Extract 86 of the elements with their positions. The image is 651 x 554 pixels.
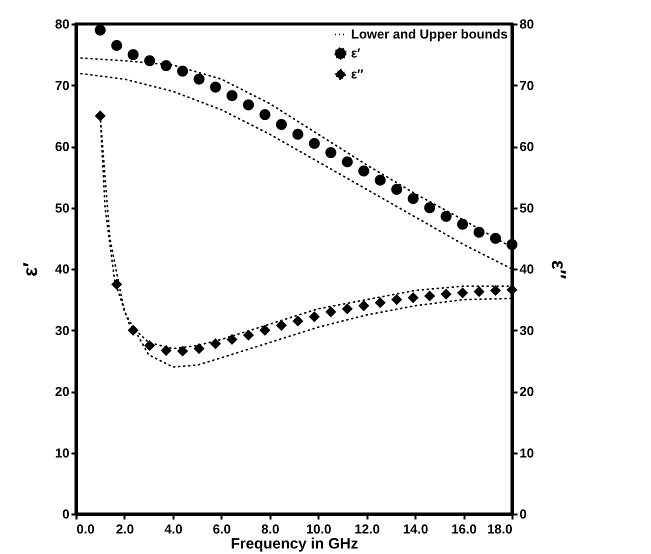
point bbox=[259, 324, 270, 336]
y2-tick-label: 80 bbox=[520, 16, 534, 32]
point bbox=[342, 156, 353, 168]
point bbox=[259, 109, 270, 120]
x-tick-label: 0.0 bbox=[76, 522, 95, 536]
point bbox=[177, 66, 188, 77]
x-tick-label: 12.0 bbox=[354, 522, 380, 536]
point bbox=[160, 60, 172, 72]
point bbox=[391, 294, 402, 306]
y-tick-label: 50 bbox=[55, 200, 70, 216]
point bbox=[457, 287, 468, 298]
point bbox=[457, 218, 468, 230]
point bbox=[194, 343, 205, 354]
x-tick-label: 2.0 bbox=[116, 522, 134, 536]
x-tick-label: 6.0 bbox=[212, 522, 231, 536]
y2-tick-label: 70 bbox=[520, 78, 534, 93]
y2-tick-label: 30 bbox=[520, 322, 534, 338]
y-tick-label: 20 bbox=[55, 384, 70, 399]
point bbox=[276, 118, 287, 130]
point bbox=[276, 320, 287, 331]
y-tick-label: 70 bbox=[55, 78, 70, 93]
point bbox=[226, 334, 238, 345]
legend-label: ε″ bbox=[351, 66, 364, 82]
point bbox=[94, 24, 106, 36]
y-tick-label: 40 bbox=[55, 262, 70, 276]
point bbox=[408, 292, 419, 304]
x-tick-label: 16.0 bbox=[451, 522, 477, 536]
point bbox=[374, 174, 386, 186]
y2-tick-label: 10 bbox=[520, 445, 534, 460]
x-tick-label: 8.0 bbox=[261, 522, 280, 536]
x-tick-label: 4.0 bbox=[164, 522, 182, 536]
point bbox=[128, 324, 139, 336]
point bbox=[440, 288, 452, 300]
point bbox=[490, 284, 502, 296]
point bbox=[144, 55, 156, 66]
point bbox=[325, 306, 336, 318]
point bbox=[440, 210, 452, 222]
point bbox=[408, 193, 419, 204]
point bbox=[177, 346, 188, 357]
point bbox=[325, 147, 336, 158]
x-tick-label: 18.0 bbox=[487, 522, 512, 536]
point bbox=[358, 300, 370, 312]
y-tick-label: 10 bbox=[55, 445, 70, 460]
x-axis-title: Frequency in GHz bbox=[230, 536, 358, 552]
point bbox=[111, 40, 122, 51]
point bbox=[506, 284, 518, 296]
point bbox=[292, 316, 304, 327]
point bbox=[128, 49, 139, 60]
y-tick-label: 60 bbox=[55, 139, 70, 154]
point bbox=[94, 110, 106, 122]
point bbox=[391, 184, 402, 195]
point bbox=[242, 99, 254, 110]
point bbox=[342, 303, 353, 314]
point bbox=[160, 344, 172, 356]
y-tick-label: 80 bbox=[55, 16, 70, 32]
point bbox=[111, 278, 122, 290]
point bbox=[308, 311, 320, 322]
y-tick-label: 0 bbox=[62, 506, 70, 522]
x-tick-label: 14.0 bbox=[402, 522, 428, 536]
point bbox=[144, 340, 156, 352]
point bbox=[292, 128, 304, 140]
y2-tick-label: 20 bbox=[520, 384, 534, 399]
point bbox=[358, 166, 370, 176]
y2-tick-label: 60 bbox=[520, 139, 534, 154]
point bbox=[210, 82, 221, 93]
point bbox=[210, 338, 221, 350]
y2-tick-label: 50 bbox=[520, 200, 534, 216]
point bbox=[424, 290, 436, 302]
legend-label: Lower and Upper bounds bbox=[351, 26, 508, 42]
y2-tick-label: 0 bbox=[520, 506, 527, 522]
point bbox=[474, 226, 485, 238]
legend-label: ε′ bbox=[351, 46, 360, 60]
point bbox=[308, 138, 320, 149]
point bbox=[424, 202, 436, 214]
point bbox=[242, 330, 254, 341]
point bbox=[490, 232, 502, 244]
point bbox=[506, 239, 518, 250]
point bbox=[374, 297, 386, 308]
y2-axis-title: ε″ bbox=[546, 260, 569, 280]
point bbox=[194, 74, 205, 85]
x-tick-label: 10.0 bbox=[306, 522, 332, 536]
y2-tick-label: 40 bbox=[520, 262, 534, 276]
y-axis-title: ε′ bbox=[20, 262, 42, 277]
point bbox=[226, 90, 238, 102]
point bbox=[474, 286, 485, 298]
y-tick-label: 30 bbox=[55, 322, 70, 338]
